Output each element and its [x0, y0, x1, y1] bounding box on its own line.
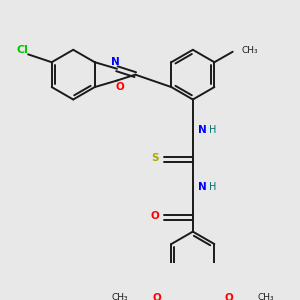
- Text: O: O: [153, 293, 161, 300]
- Text: S: S: [151, 153, 159, 164]
- Text: H: H: [209, 182, 216, 192]
- Text: O: O: [151, 211, 159, 221]
- Text: O: O: [115, 82, 124, 92]
- Text: O–CH₃: O–CH₃: [122, 296, 126, 297]
- Text: N: N: [198, 124, 206, 135]
- Text: Cl: Cl: [17, 45, 29, 56]
- Text: CH₃: CH₃: [242, 46, 259, 55]
- Text: N: N: [111, 57, 120, 67]
- Text: CH₃: CH₃: [112, 293, 128, 300]
- Text: N: N: [198, 182, 206, 192]
- Text: H: H: [209, 124, 216, 135]
- Text: CH₃: CH₃: [257, 293, 274, 300]
- Text: O: O: [224, 293, 233, 300]
